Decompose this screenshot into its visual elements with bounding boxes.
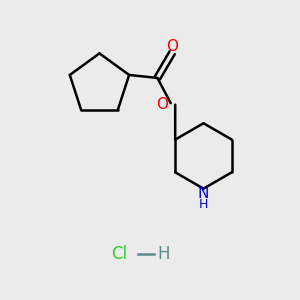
Text: H: H: [199, 198, 208, 211]
Text: O: O: [156, 97, 168, 112]
Text: Cl: Cl: [111, 245, 127, 263]
Text: H: H: [157, 245, 170, 263]
Text: O: O: [166, 39, 178, 54]
Text: N: N: [198, 187, 209, 202]
